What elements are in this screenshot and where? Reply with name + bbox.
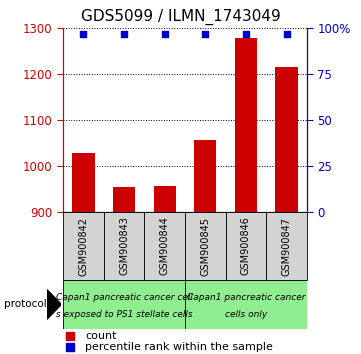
Bar (235, 38, 257, 212)
Bar (153, 186, 176, 212)
Point (284, 31, 290, 37)
Text: GSM900846: GSM900846 (241, 217, 251, 275)
Bar (63, 212, 104, 280)
Bar (113, 187, 135, 212)
Text: GSM900842: GSM900842 (78, 217, 88, 275)
Bar (194, 140, 217, 212)
Point (81, 31, 86, 37)
Bar (63, 280, 185, 329)
Text: GDS5099 / ILMN_1743049: GDS5099 / ILMN_1743049 (81, 9, 280, 25)
Text: GSM900844: GSM900844 (160, 217, 170, 275)
Text: Capan1 pancreatic cancer cell: Capan1 pancreatic cancer cell (56, 292, 192, 302)
Bar (104, 212, 144, 280)
Text: GSM900843: GSM900843 (119, 217, 129, 275)
Bar (144, 212, 185, 280)
Point (68, 333, 73, 339)
Bar (266, 212, 307, 280)
Polygon shape (47, 290, 61, 319)
Point (203, 31, 208, 37)
Point (121, 31, 127, 37)
Text: Capan1 pancreatic cancer: Capan1 pancreatic cancer (187, 292, 305, 302)
Text: s exposed to PS1 stellate cells: s exposed to PS1 stellate cells (56, 310, 192, 319)
Text: protocol: protocol (4, 299, 46, 309)
Point (243, 31, 249, 37)
Bar (72, 153, 95, 212)
Text: GSM900847: GSM900847 (282, 217, 292, 275)
Point (68, 344, 73, 350)
Bar (275, 68, 298, 212)
Text: GSM900845: GSM900845 (200, 217, 210, 275)
Text: cells only: cells only (225, 310, 267, 319)
Bar (226, 212, 266, 280)
Point (162, 31, 168, 37)
Bar (185, 212, 226, 280)
Bar (185, 280, 307, 329)
Text: percentile rank within the sample: percentile rank within the sample (85, 342, 273, 352)
Text: count: count (85, 331, 117, 341)
